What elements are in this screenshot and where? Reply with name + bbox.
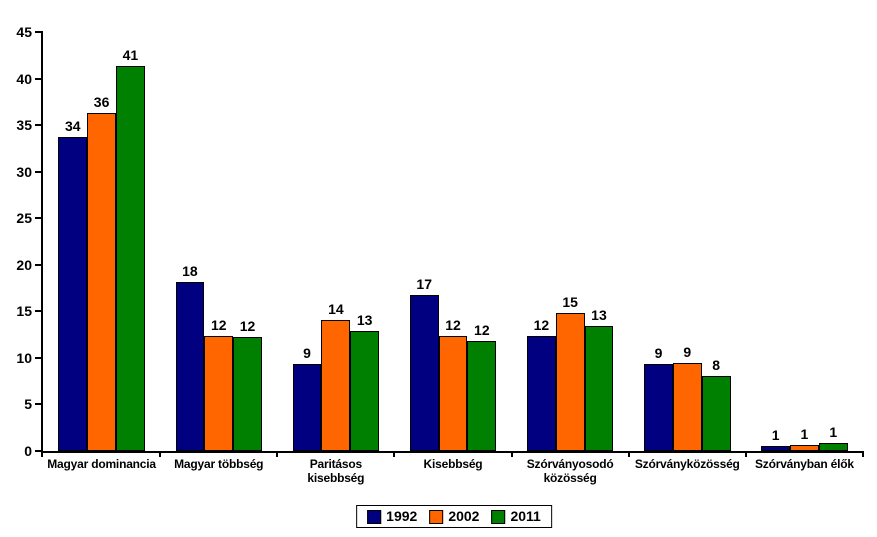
bar [58, 137, 88, 451]
bar-value-label: 12 [474, 322, 490, 339]
legend-label: 2011 [510, 508, 541, 524]
bar-value-label: 12 [445, 316, 461, 333]
bar [644, 364, 673, 451]
legend-item: 2011 [491, 508, 541, 524]
x-tick [744, 451, 747, 457]
legend-item: 1992 [367, 509, 417, 524]
category-label-line: Szórványosodó [526, 457, 614, 471]
legend-swatch-1992 [367, 509, 382, 524]
bar [701, 375, 731, 451]
y-tick [35, 450, 41, 452]
y-tick-label: 25 [16, 210, 32, 227]
category-label-line: Magyar dominancia [47, 457, 156, 471]
bar-value-label: 1 [829, 423, 838, 440]
y-tick-label: 35 [16, 117, 32, 134]
y-tick [35, 403, 41, 406]
bar-value-label: 12 [533, 317, 550, 334]
category-label: Szórványközösség [629, 457, 746, 471]
bar-value-label: 18 [182, 263, 198, 280]
category-label-line: Magyar többség [174, 457, 264, 471]
bar [292, 364, 322, 451]
bar [204, 336, 234, 451]
bar [790, 445, 819, 451]
category-label-line: Szórványban élők [754, 457, 854, 471]
bar [409, 294, 439, 451]
bar-value-label: 15 [562, 294, 578, 311]
bar [467, 341, 497, 451]
category-label-line: kisebbség [307, 471, 365, 485]
y-tick-label: 20 [16, 256, 32, 273]
category-label: Paritásos kisebbség [277, 457, 394, 485]
category-label-line: közösség [543, 471, 597, 485]
bar [233, 337, 262, 451]
category-label: Kisebbség [394, 457, 511, 471]
y-tick-label: 40 [16, 70, 32, 87]
bar-value-label: 41 [122, 47, 139, 64]
category-label: Magyar dominancia [43, 457, 160, 471]
legend-swatch-2002 [429, 509, 444, 524]
bar-value-label: 1 [771, 427, 780, 444]
category-label-line: Kisebbség [423, 457, 483, 471]
legend: 1992 2002 2011 [356, 505, 552, 528]
bar [438, 335, 468, 451]
y-tick-label: 10 [16, 349, 32, 366]
y-tick-label: 45 [16, 24, 32, 40]
category-label: Szórványosodó közösség [512, 457, 629, 485]
legend-item: 2002 [429, 509, 479, 524]
y-tick [35, 356, 41, 359]
x-axis-line [41, 451, 863, 453]
x-tick [393, 451, 396, 457]
category-label-line: Paritásos [309, 457, 362, 471]
bar [321, 319, 351, 451]
legend-label: 1992 [386, 508, 418, 524]
bar [87, 113, 116, 451]
bar-value-label: 17 [416, 275, 433, 292]
bar-value-label: 12 [210, 317, 227, 334]
bar [761, 446, 791, 451]
legend-label: 2002 [448, 508, 480, 524]
y-tick [35, 170, 41, 173]
bar-value-label: 13 [356, 311, 373, 328]
bar-value-label: 14 [328, 300, 344, 317]
y-tick [35, 124, 41, 127]
y-tick [35, 77, 41, 80]
y-tick [35, 217, 41, 220]
x-tick [276, 451, 279, 457]
bar-value-label: 8 [712, 356, 721, 373]
bar [116, 66, 145, 451]
x-tick [510, 451, 513, 457]
x-tick [41, 451, 43, 457]
bar-value-label: 1 [800, 426, 809, 443]
x-tick [159, 451, 162, 457]
y-axis-line [41, 31, 43, 453]
bar-value-label: 13 [591, 307, 607, 324]
y-tick [35, 31, 41, 33]
y-tick [35, 310, 41, 313]
bar-value-label: 9 [654, 345, 663, 362]
legend-swatch-2011 [491, 509, 506, 524]
y-tick-label: 5 [24, 396, 32, 413]
bar [672, 363, 702, 451]
y-tick [35, 263, 41, 266]
bar [526, 336, 556, 451]
y-tick-label: 0 [24, 443, 32, 459]
category-label: Szórványban élők [746, 457, 863, 471]
bar-value-label: 34 [65, 118, 81, 135]
y-tick-label: 15 [16, 303, 32, 320]
x-tick [627, 451, 630, 457]
bar-value-label: 12 [239, 318, 256, 335]
bar-value-label: 36 [93, 94, 110, 110]
y-tick-label: 30 [16, 163, 32, 180]
category-label-line: Szórványközösség [634, 457, 740, 471]
bar [818, 442, 848, 451]
x-tick [862, 451, 864, 457]
category-label: Magyar többség [160, 457, 277, 471]
bar-value-label: 9 [683, 344, 692, 361]
bar [555, 313, 585, 451]
bar [175, 282, 205, 451]
bar-value-label: 9 [303, 345, 311, 362]
bar [584, 326, 614, 451]
bar [350, 330, 380, 451]
